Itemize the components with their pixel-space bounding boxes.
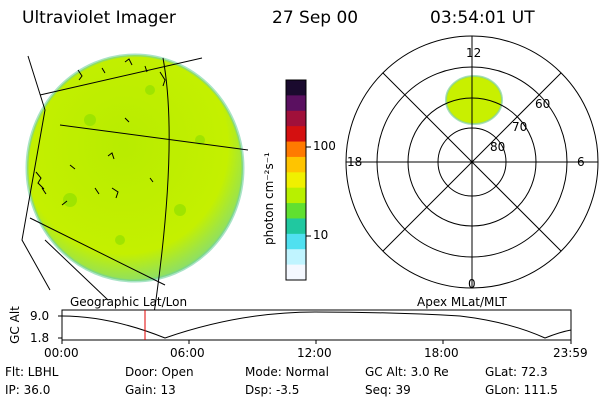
mlt-label-12: 12	[466, 46, 482, 60]
geo-grid-lines	[21, 55, 249, 341]
altitude-xtick-2359: 23:59	[553, 346, 588, 360]
altitude-xticks	[61, 340, 572, 344]
colorbar-swatch	[286, 233, 306, 250]
time-label: 03:54:01 UT	[430, 8, 535, 28]
colorbar-swatch	[286, 141, 306, 158]
colorbar-swatch	[286, 156, 306, 173]
info-glon: GLon: 111.5	[485, 383, 558, 397]
mlt-label-0: 0	[468, 277, 476, 291]
colorbar-label-100: 100	[313, 139, 336, 153]
geo-image	[21, 53, 249, 341]
altitude-xtick-0000: 00:00	[44, 346, 79, 360]
info-door: Door: Open	[125, 365, 194, 379]
colorbar-swatch	[286, 126, 306, 143]
info-ip: IP: 36.0	[5, 383, 51, 397]
altitude-plot	[58, 309, 572, 344]
colorbar-swatch	[286, 110, 306, 127]
colorbar	[285, 79, 311, 281]
info-gain: Gain: 13	[125, 383, 176, 397]
colorbar-swatch	[286, 249, 306, 266]
altitude-ylabel: GC Alt	[7, 306, 22, 344]
mlt-label-6: 6	[577, 155, 585, 169]
info-dsp: Dsp: -3.5	[245, 383, 300, 397]
instrument-title: Ultraviolet Imager	[22, 8, 176, 28]
altitude-yticks	[58, 315, 62, 339]
altitude-frame	[61, 309, 572, 341]
colorbar-swatch	[286, 172, 306, 189]
colorbar-swatch	[286, 218, 306, 235]
geo-disk	[27, 55, 243, 281]
colorbar-unit-label: photon cm⁻²s⁻¹	[262, 152, 276, 245]
polar-diagonal-2	[382, 72, 562, 252]
geo-panel-label: Geographic Lat/Lon	[70, 295, 188, 309]
colorbar-swatch	[286, 95, 306, 112]
lat-label-60: 60	[535, 97, 551, 111]
date-label: 27 Sep 00	[272, 8, 359, 28]
colorbar-frame	[285, 79, 307, 281]
colorbar-swatch	[286, 203, 306, 219]
info-gc-alt: GC Alt: 3.0 Re	[365, 365, 449, 379]
info-glat: GLat: 72.3	[485, 365, 548, 379]
geo-speckle	[63, 85, 205, 245]
polar-emission	[446, 76, 502, 124]
altitude-xtick-1200: 12:00	[297, 346, 332, 360]
lat-label-80: 80	[490, 140, 506, 154]
colorbar-label-10: 10	[313, 228, 329, 242]
altitude-xtick-1800: 18:00	[424, 346, 459, 360]
colorbar-swatch	[286, 264, 306, 281]
altitude-ytick-high: 9.0	[30, 309, 50, 323]
altitude-curve	[61, 311, 572, 339]
lat-label-70: 70	[512, 120, 528, 134]
mlt-label-18: 18	[347, 155, 363, 169]
geo-coastlines	[35, 58, 166, 206]
info-flt: Flt: LBHL	[5, 365, 59, 379]
info-mode: Mode: Normal	[245, 365, 329, 379]
colorbar-swatch	[286, 187, 306, 204]
altitude-ytick-low: 1.8	[30, 331, 50, 345]
colorbar-swatch	[286, 80, 306, 96]
info-seq: Seq: 39	[365, 383, 411, 397]
polar-plot	[345, 35, 599, 289]
polar-panel-label: Apex MLat/MLT	[417, 295, 507, 309]
colorbar-swatches	[286, 80, 306, 281]
altitude-xtick-0600: 06:00	[170, 346, 205, 360]
polar-oval	[445, 75, 503, 125]
